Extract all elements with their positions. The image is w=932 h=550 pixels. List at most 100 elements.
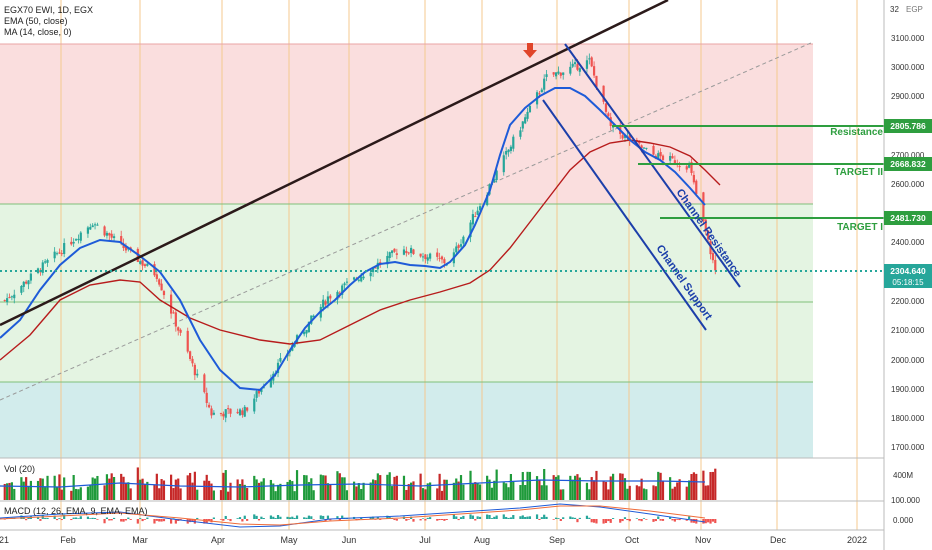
candle — [402, 249, 406, 255]
volume-bar — [640, 478, 643, 500]
macd-bar — [295, 515, 299, 519]
volume-bar — [535, 476, 539, 500]
volume-bar — [357, 483, 360, 500]
volume-bar — [20, 477, 23, 500]
candle — [495, 170, 498, 181]
volume-bar — [714, 468, 717, 500]
volume-bar — [576, 474, 579, 500]
macd-bar — [322, 515, 325, 519]
candle — [3, 300, 6, 302]
volume-bar — [10, 482, 13, 500]
volume-bar — [158, 488, 161, 500]
volume-bar — [224, 470, 227, 500]
candle — [592, 66, 596, 76]
candle — [362, 276, 365, 279]
volume-bar — [488, 479, 491, 500]
candle — [410, 247, 413, 254]
volume-bar — [319, 474, 322, 500]
red-zone — [0, 44, 813, 204]
volume-bar — [471, 484, 474, 500]
candle — [559, 72, 562, 76]
macd-bar — [552, 519, 555, 520]
candle — [678, 166, 681, 168]
macd-bar — [196, 517, 199, 519]
candle — [260, 388, 263, 393]
candle — [360, 276, 363, 282]
volume-bar — [260, 481, 263, 500]
volume-bar — [255, 479, 258, 500]
macd-bar — [576, 519, 579, 523]
volume-bar — [227, 491, 230, 500]
volume-bar — [371, 479, 375, 500]
macd-bar — [324, 519, 327, 522]
volume-bar — [272, 483, 275, 500]
macd-bar — [595, 519, 598, 524]
volume-bar — [478, 484, 482, 500]
macd-bar — [604, 519, 608, 524]
macd-bar — [91, 517, 94, 519]
volume-bar — [493, 480, 496, 500]
macd-bar — [255, 515, 258, 519]
volume-bar — [305, 475, 308, 500]
candle — [172, 312, 175, 314]
macd-bar — [619, 519, 622, 523]
macd-bar — [635, 518, 638, 519]
volume-bar — [628, 485, 631, 500]
volume-bar — [274, 491, 277, 500]
volume-bar — [279, 483, 282, 500]
macd-bar — [203, 519, 206, 524]
macd-bar — [440, 519, 444, 521]
candle — [604, 103, 608, 112]
macd-bar — [543, 514, 546, 519]
macd-bar — [124, 519, 128, 521]
candle — [108, 233, 111, 236]
candle — [657, 153, 660, 159]
macd-bar — [690, 519, 693, 523]
macd-bar — [671, 519, 674, 521]
candle — [457, 245, 460, 248]
volume-bar — [186, 475, 189, 500]
macd-bar — [607, 519, 610, 522]
macd-bar — [238, 517, 242, 519]
volume-bar — [6, 483, 9, 500]
time-axis: 21 Feb Mar Apr May Jun Jul Aug Sep Oct N… — [0, 535, 867, 545]
candle — [222, 413, 225, 417]
candle — [476, 210, 479, 215]
volume-bar — [486, 475, 489, 500]
macd-bar — [77, 518, 80, 519]
volume-bar — [443, 479, 446, 500]
candle — [455, 246, 458, 253]
macd-bar — [224, 515, 227, 519]
price-tick: 2900.000 — [891, 92, 925, 101]
candle — [153, 264, 156, 276]
volume-bar — [509, 474, 513, 500]
volume-bar — [573, 475, 577, 500]
symbol-title: EGX70 EWI, 1D, EGX — [4, 5, 93, 15]
macd-bar — [288, 517, 292, 519]
macd-bar — [412, 519, 415, 522]
volume-bar — [676, 482, 679, 500]
price-tick: 3000.000 — [891, 63, 925, 72]
macd-bar — [524, 516, 527, 519]
candle — [469, 222, 472, 238]
candle — [141, 260, 144, 266]
macd-bar — [445, 519, 448, 521]
macd-bar — [3, 519, 6, 520]
price-axis[interactable]: 32 EGP 3100.000 3000.000 2900.000 2700.0… — [890, 5, 925, 525]
macd-bar — [628, 519, 631, 522]
candle — [462, 236, 465, 244]
volume-bar — [452, 482, 455, 500]
macd-bar — [272, 516, 275, 519]
volume-bar — [120, 473, 123, 500]
macd-bar — [395, 519, 398, 521]
macd-bar — [438, 519, 441, 521]
macd-bar — [174, 519, 177, 524]
volume-bar — [609, 476, 612, 500]
candle — [571, 63, 574, 67]
volume-bar — [74, 488, 78, 500]
candle — [512, 136, 515, 149]
volume-bar — [419, 473, 422, 500]
volume-bar — [291, 481, 294, 500]
volume-bar — [110, 473, 113, 500]
